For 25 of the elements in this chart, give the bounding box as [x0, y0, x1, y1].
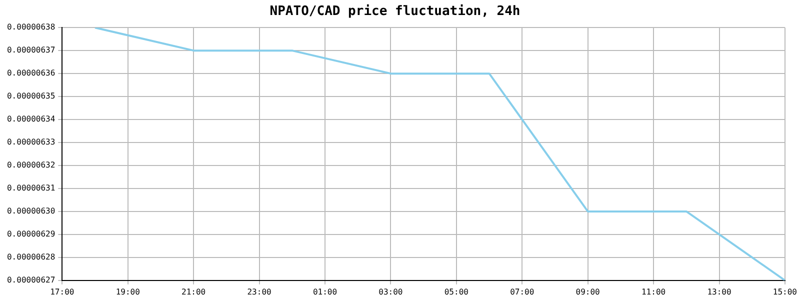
- y-tick-label: 0.00000635: [6, 92, 56, 101]
- y-tick-label: 0.00000627: [6, 275, 56, 284]
- chart-title: NPATO/CAD price fluctuation, 24h: [270, 4, 520, 20]
- y-tick-label: 0.00000631: [6, 184, 56, 193]
- y-tick-label: 0.00000632: [6, 160, 56, 170]
- y-tick-label: 0.00000633: [6, 138, 56, 147]
- y-tick-label: 0.00000636: [6, 68, 56, 78]
- x-tick-label: 09:00: [576, 287, 600, 296]
- x-tick-label: 23:00: [247, 287, 272, 296]
- y-tick-label: 0.00000634: [6, 114, 56, 124]
- x-tick-label: 21:00: [182, 287, 206, 296]
- x-tick-label: 05:00: [444, 287, 469, 296]
- x-tick-label: 11:00: [641, 287, 666, 296]
- y-tick-label: 0.00000630: [6, 206, 56, 216]
- x-tick-label: 13:00: [707, 287, 732, 296]
- x-tick-label: 15:00: [772, 287, 798, 296]
- y-tick-label: 0.00000638: [6, 22, 56, 32]
- x-tick-label: 19:00: [116, 287, 140, 296]
- x-tick-label: 03:00: [378, 287, 403, 296]
- y-tick-label: 0.00000637: [6, 46, 56, 55]
- x-tick-label: 01:00: [312, 287, 338, 296]
- x-tick-label: 07:00: [510, 287, 534, 296]
- x-tick-label: 17:00: [50, 287, 74, 296]
- y-tick-label: 0.00000629: [6, 230, 56, 239]
- y-tick-label: 0.00000628: [6, 252, 56, 262]
